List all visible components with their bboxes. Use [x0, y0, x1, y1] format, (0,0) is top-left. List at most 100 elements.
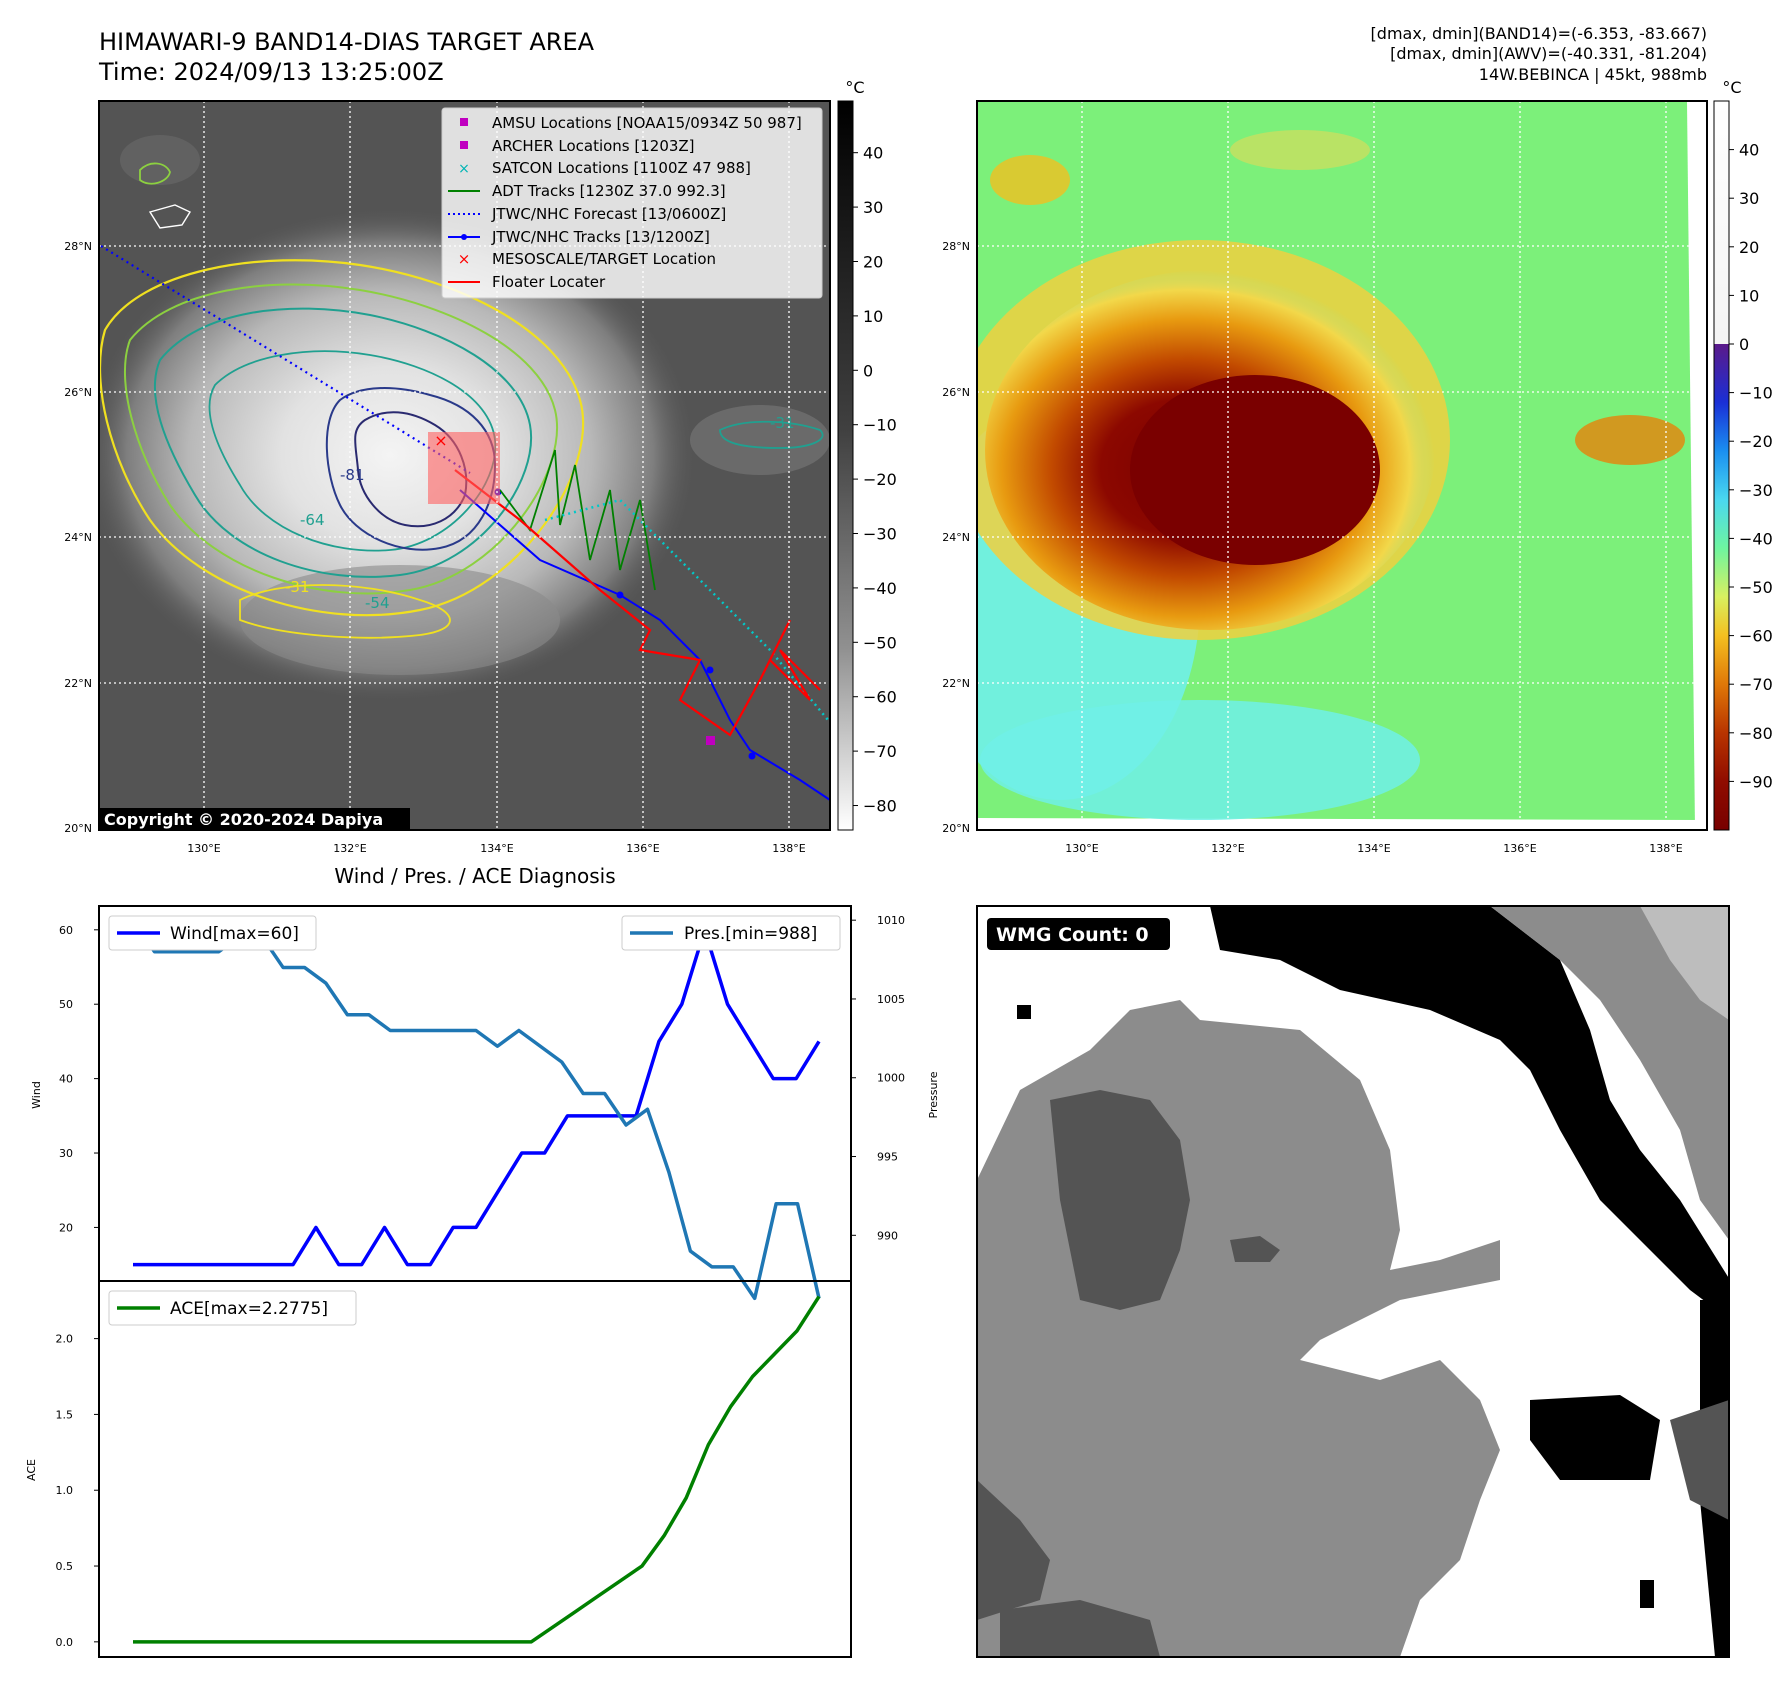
lat-label-22: 22°N	[64, 677, 92, 690]
wind-axis-tick-label: 50	[59, 998, 73, 1011]
color-colorbar-frame	[1713, 100, 1730, 831]
ace-axis-tick-label: 2.0	[56, 1333, 74, 1346]
pressure-series-line	[131, 919, 821, 1301]
ir-colorbar-tick-label: 40	[863, 144, 883, 163]
ir-colorbar-tick-label: 30	[863, 198, 883, 217]
wind-axis-tick-label: 60	[59, 924, 73, 937]
ace-axis-tick-label: 1.0	[56, 1484, 74, 1497]
legend-satcon-label: SATCON Locations [1100Z 47 988]	[492, 159, 751, 177]
color-colorbar-ticks: 40 30 20 10 0 −10 −20 −30 −40 −50 −60 −70 −80 −90	[1729, 141, 1773, 791]
stats-line-awv: [dmax, dmin](AWV)=(-40.331, -81.204)	[1390, 44, 1707, 63]
color-colorbar-tick-label: −20	[1739, 432, 1773, 451]
ace-legend-label: ACE[max=2.2775]	[170, 1299, 328, 1319]
color-colorbar-tick-label: −70	[1739, 675, 1773, 694]
coastline-north	[148, 204, 192, 229]
ace-axis-tick-label: 0.5	[56, 1560, 74, 1573]
color-map-frame	[976, 100, 1708, 831]
wmg-black-region-e	[1530, 1395, 1660, 1480]
contour-navy-inner	[354, 411, 468, 528]
wind-axis-ticks: 60 50 40 30 20	[59, 924, 99, 1234]
pressure-axis-tick-label: 995	[877, 1151, 898, 1164]
pressure-axis-tick-label: 1000	[877, 1072, 905, 1085]
ir-colorbar-tick-label: −70	[863, 742, 897, 761]
color-colorbar-tick-label: −40	[1739, 529, 1773, 548]
color-map-gridlines	[977, 101, 1707, 830]
wmg-black-region-n	[1210, 906, 1730, 1320]
ir-cloud-east	[690, 405, 830, 475]
lon-label-134: 134°E	[480, 842, 513, 855]
lon-label-136: 136°E	[626, 842, 659, 855]
pressure-axis-tick-label: 1005	[877, 993, 905, 1006]
east-cell	[1575, 415, 1685, 465]
color-colorbar-tick-label: −60	[1739, 627, 1773, 646]
wmg-black-pixel	[1620, 1140, 1634, 1154]
pressure-axis-ticks: 1010 1005 1000 995 990	[851, 914, 905, 1242]
color-colorbar-tick-label: 40	[1739, 141, 1759, 160]
wmg-gray-region-ne	[1490, 906, 1729, 1240]
jtwc-track-point	[706, 666, 714, 674]
pressure-axis-tick-label: 990	[877, 1229, 898, 1242]
contour-label-31a: -31	[285, 578, 310, 596]
ir-rainband	[240, 565, 560, 675]
pressure-legend-label: Pres.[min=988]	[684, 924, 817, 944]
color-map-panel: 28°N 26°N 24°N 22°N 20°N 130°E 132°E 134…	[942, 100, 1708, 855]
wmg-dark-region	[1050, 1090, 1190, 1310]
ace-axis-ticks: 2.0 1.5 1.0 0.5 0.0	[56, 1333, 99, 1649]
ir-colorbar-bar	[837, 100, 854, 831]
lon2-label-138: 138°E	[1649, 842, 1682, 855]
color-colorbar-tick-label: 20	[1739, 238, 1759, 257]
legend-tracks-dot	[461, 234, 467, 240]
legend-target-marker: ×	[458, 250, 471, 268]
mesoscale-target-box	[428, 432, 500, 504]
copyright-text: Copyright © 2020-2024 Dapiya	[104, 810, 383, 829]
jtwc-track-point	[748, 752, 756, 760]
color-colorbar-tick-label: −50	[1739, 578, 1773, 597]
legend-target-label: MESOSCALE/TARGET Location	[492, 250, 716, 268]
amsu-location-marker	[706, 736, 715, 745]
jtwc-forecast-line	[100, 245, 471, 474]
figure-title-line2: Time: 2024/09/13 13:25:00Z	[98, 58, 444, 86]
color-colorbar-tick-label: −30	[1739, 481, 1773, 500]
wmg-dark-region-sw	[977, 1480, 1050, 1620]
ace-plot-frame	[98, 1280, 852, 1658]
lat2-label-26: 26°N	[942, 386, 970, 399]
wind-axis-label: Wind	[30, 1081, 43, 1109]
wmg-black-pixel	[1017, 1005, 1031, 1019]
wind-legend-box	[108, 915, 317, 951]
cyclone-eye-region	[1130, 375, 1380, 565]
lat-label-24: 24°N	[64, 531, 92, 544]
pressure-legend: Pres.[min=988]	[621, 915, 841, 951]
pressure-series-layer	[131, 919, 821, 1301]
contour-label-31b: -31	[770, 414, 795, 432]
target-marker: ×	[434, 431, 447, 450]
ir-colorbar-unit: °C	[845, 78, 864, 97]
legend-amsu-label: AMSU Locations [NOAA15/0934Z 50 987]	[492, 114, 802, 132]
ace-legend-box	[108, 1290, 357, 1326]
legend-floater-label: Floater Locater	[492, 273, 606, 291]
ir-colorbar-tick-label: −40	[863, 579, 897, 598]
diagnosis-title: Wind / Pres. / ACE Diagnosis	[334, 864, 615, 888]
legend-forecast-label: JTWC/NHC Forecast [13/0600Z]	[491, 205, 726, 223]
wind-series-layer	[133, 928, 821, 1267]
lat2-label-22: 22°N	[942, 677, 970, 690]
ace-axis-label: ACE	[25, 1459, 38, 1481]
ace-panel: 2.0 1.5 1.0 0.5 0.0 ACE ACE[max=2.2775]	[25, 1280, 852, 1658]
wmg-black-pixel	[1640, 1580, 1654, 1608]
wmg-dark-region-e	[1670, 1400, 1729, 1520]
lon-label-138: 138°E	[772, 842, 805, 855]
wmg-plot-frame	[976, 905, 1730, 1658]
contour-label-64: -64	[300, 511, 325, 529]
lat2-label-24: 24°N	[942, 531, 970, 544]
floater-locator	[454, 469, 821, 737]
lon2-label-130: 130°E	[1065, 842, 1098, 855]
pressure-axis-tick-label: 1010	[877, 914, 905, 927]
contour-label-81: -81	[340, 466, 365, 484]
stats-line-band14: [dmax, dmin](BAND14)=(-6.353, -83.667)	[1371, 24, 1707, 43]
contour-east-cell	[719, 420, 824, 449]
north-cell	[990, 155, 1070, 205]
ir-cloud-north	[120, 135, 200, 185]
wmg-dark-cell	[1230, 1236, 1280, 1262]
lon-label-130: 130°E	[187, 842, 220, 855]
ace-legend: ACE[max=2.2775]	[108, 1290, 357, 1326]
